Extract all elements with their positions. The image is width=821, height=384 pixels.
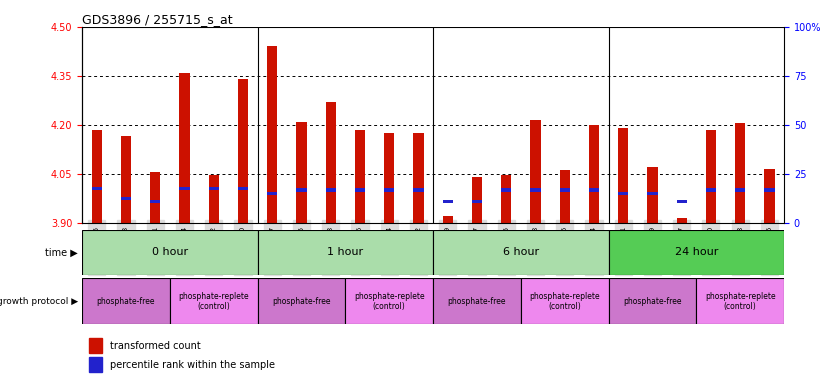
Bar bbox=[618, 128, 628, 223]
Bar bbox=[355, 189, 365, 192]
Bar bbox=[696, 278, 784, 324]
Bar bbox=[296, 121, 306, 223]
Bar bbox=[384, 133, 394, 223]
Bar bbox=[530, 189, 540, 192]
Bar bbox=[92, 187, 102, 190]
Bar bbox=[150, 200, 160, 203]
Bar bbox=[706, 130, 716, 223]
Text: 6 hour: 6 hour bbox=[502, 247, 539, 258]
Bar bbox=[82, 230, 258, 275]
Text: phosphate-replete
(control): phosphate-replete (control) bbox=[178, 292, 249, 311]
Bar bbox=[296, 189, 306, 192]
Text: 0 hour: 0 hour bbox=[152, 247, 188, 258]
Text: GDS3896 / 255715_s_at: GDS3896 / 255715_s_at bbox=[82, 13, 232, 26]
Bar bbox=[589, 189, 599, 192]
Bar bbox=[647, 192, 658, 195]
Bar bbox=[258, 230, 433, 275]
Bar bbox=[121, 197, 131, 200]
Text: percentile rank within the sample: percentile rank within the sample bbox=[110, 360, 275, 370]
Bar bbox=[238, 79, 248, 223]
Text: transformed count: transformed count bbox=[110, 341, 201, 351]
Bar bbox=[521, 278, 608, 324]
Bar bbox=[433, 278, 521, 324]
Text: 24 hour: 24 hour bbox=[675, 247, 718, 258]
Bar bbox=[179, 73, 190, 223]
Bar bbox=[589, 125, 599, 223]
Bar bbox=[121, 136, 131, 223]
Bar bbox=[530, 120, 540, 223]
Bar bbox=[413, 189, 424, 192]
Bar bbox=[92, 130, 102, 223]
Bar bbox=[433, 230, 608, 275]
Bar bbox=[82, 278, 170, 324]
Bar bbox=[608, 278, 696, 324]
Bar bbox=[677, 200, 687, 203]
Bar bbox=[89, 338, 102, 353]
Bar bbox=[472, 177, 482, 223]
Bar bbox=[413, 133, 424, 223]
Bar bbox=[608, 230, 784, 275]
Bar bbox=[238, 187, 248, 190]
Bar bbox=[355, 130, 365, 223]
Text: phosphate-replete
(control): phosphate-replete (control) bbox=[530, 292, 600, 311]
Text: time ▶: time ▶ bbox=[45, 247, 78, 258]
Bar bbox=[326, 102, 336, 223]
Text: phosphate-free: phosphate-free bbox=[97, 297, 155, 306]
Bar bbox=[706, 189, 716, 192]
Bar bbox=[735, 123, 745, 223]
Bar bbox=[170, 278, 258, 324]
Text: phosphate-replete
(control): phosphate-replete (control) bbox=[354, 292, 424, 311]
Bar bbox=[209, 175, 219, 223]
Text: phosphate-replete
(control): phosphate-replete (control) bbox=[705, 292, 776, 311]
Bar bbox=[735, 189, 745, 192]
Bar bbox=[472, 200, 482, 203]
Bar bbox=[501, 175, 511, 223]
Bar bbox=[89, 357, 102, 372]
Text: phosphate-free: phosphate-free bbox=[623, 297, 681, 306]
Bar bbox=[258, 278, 346, 324]
Bar bbox=[501, 189, 511, 192]
Bar bbox=[560, 170, 570, 223]
Text: growth protocol ▶: growth protocol ▶ bbox=[0, 297, 78, 306]
Bar bbox=[764, 189, 774, 192]
Bar bbox=[179, 187, 190, 190]
Bar bbox=[326, 189, 336, 192]
Bar bbox=[443, 200, 453, 203]
Text: 1 hour: 1 hour bbox=[328, 247, 364, 258]
Bar bbox=[384, 189, 394, 192]
Text: phosphate-free: phosphate-free bbox=[447, 297, 507, 306]
Text: phosphate-free: phosphate-free bbox=[273, 297, 331, 306]
Bar bbox=[560, 189, 570, 192]
Bar bbox=[150, 172, 160, 223]
Bar bbox=[618, 192, 628, 195]
Bar bbox=[764, 169, 774, 223]
Bar bbox=[267, 192, 277, 195]
Bar bbox=[346, 278, 433, 324]
Bar bbox=[647, 167, 658, 223]
Bar bbox=[677, 218, 687, 223]
Bar bbox=[443, 216, 453, 223]
Bar bbox=[209, 187, 219, 190]
Bar bbox=[267, 46, 277, 223]
